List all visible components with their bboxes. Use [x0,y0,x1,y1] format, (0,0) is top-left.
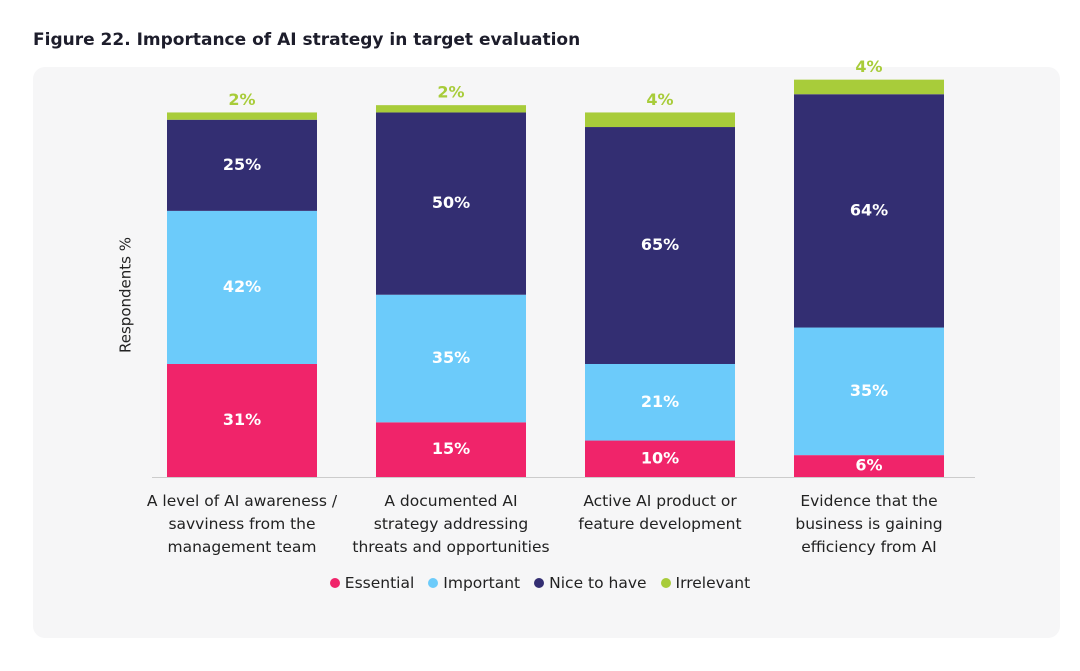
value-label: 6% [855,456,882,475]
x-tick-label: Evidence that the business is gaining ef… [795,492,943,556]
legend-item: Essential [329,574,415,592]
bar-segment [585,363,735,441]
value-label: 35% [850,381,888,400]
bar-segment [167,112,317,120]
bar-segment [794,455,944,477]
legend-marker [534,578,545,588]
y-axis-label: Respondents % [117,237,135,353]
value-label: 2% [228,90,255,109]
value-label: 10% [641,448,679,467]
bar-segment [794,79,944,95]
value-label: 4% [646,90,673,109]
x-tick-label: A level of AI awareness / savviness from… [146,492,338,556]
value-label: 65% [641,235,679,254]
bar-segment [585,112,735,128]
bar-segment [585,440,735,477]
bar-segment [794,327,944,456]
value-label: 31% [223,410,261,429]
legend-label: Essential [344,574,415,592]
legend-label: Irrelevant [675,574,751,592]
value-label: 64% [850,200,888,219]
chart-title: Figure 22. Importance of AI strategy in … [33,30,581,50]
bar-segment [794,94,944,328]
bar-segment [585,127,735,364]
bar-segment [376,105,526,113]
bar-segment [376,112,526,295]
value-label: 42% [223,277,261,296]
value-label: 21% [641,392,679,411]
legend-label: Important [443,574,521,592]
legend-label: Nice to have [549,574,647,592]
bar-segment [376,294,526,423]
legend: Essential Important Nice to have Irrelevant [0,574,1080,592]
x-tick-label: Active AI product or feature development [578,492,742,533]
legend-marker [329,578,340,588]
legend-item: Important [428,574,520,592]
bar-segment [376,422,526,477]
legend-marker [428,578,439,588]
legend-item: Nice to have [534,574,647,592]
value-label: 25% [223,155,261,174]
value-label: 15% [432,439,470,458]
legend-item: Irrelevant [660,574,751,592]
bar-segment [167,363,317,477]
legend-marker [660,578,671,588]
value-label: 2% [437,83,464,102]
x-tick-label: A documented AI strategy addressing thre… [352,492,550,556]
bar-segment [167,119,317,211]
bar-segment [167,210,317,364]
value-label: 50% [432,193,470,212]
value-label: 35% [432,348,470,367]
value-label: 4% [855,57,882,76]
